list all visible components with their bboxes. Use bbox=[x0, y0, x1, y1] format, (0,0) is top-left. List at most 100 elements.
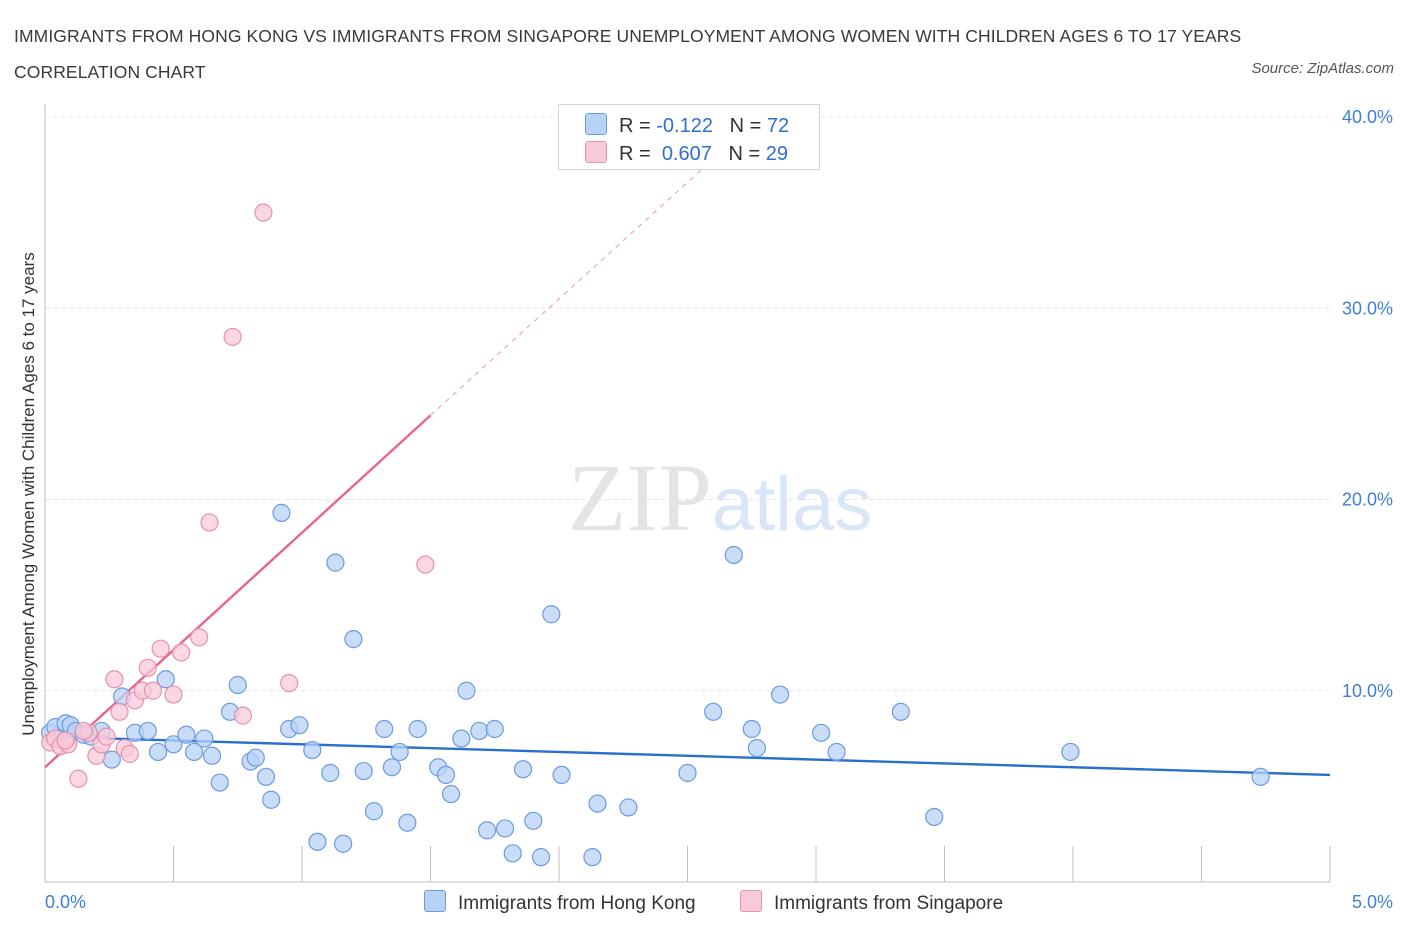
stats-legend-hk-row: R = -0.122 N = 72 bbox=[585, 113, 789, 139]
x-tick-label: 5.0% bbox=[1352, 892, 1393, 912]
data-points bbox=[41, 203, 1270, 867]
grid-lines bbox=[45, 116, 1330, 692]
hk-point bbox=[308, 832, 327, 851]
sg-point bbox=[110, 702, 129, 721]
sg-point bbox=[416, 555, 435, 574]
sg-point bbox=[172, 643, 191, 662]
sg-point bbox=[190, 628, 209, 647]
hk-point bbox=[148, 742, 168, 762]
legend-item-hk: Immigrants from Hong Kong bbox=[424, 890, 696, 915]
hk-point bbox=[156, 670, 175, 689]
sg-r-label: R = bbox=[619, 143, 651, 165]
hk-point bbox=[138, 721, 157, 741]
hk-point bbox=[542, 605, 561, 624]
hk-point bbox=[524, 811, 543, 830]
trend-lines bbox=[44, 158, 1331, 777]
hk-trend-line bbox=[44, 735, 1331, 777]
legend-sg-swatch bbox=[740, 890, 762, 912]
sg-point bbox=[105, 670, 124, 689]
y-axis-label: Unemployment Among Women with Children A… bbox=[19, 252, 38, 736]
sg-n-label: N = bbox=[728, 143, 761, 165]
y-tick-label: 30.0% bbox=[1342, 298, 1393, 318]
legend-item-sg: Immigrants from Singapore bbox=[740, 890, 1003, 915]
hk-point bbox=[246, 748, 265, 767]
hk-point bbox=[398, 813, 417, 832]
hk-r-label: R = bbox=[619, 115, 651, 137]
legend-hk-swatch bbox=[424, 890, 446, 912]
hk-point bbox=[495, 819, 515, 838]
legend-hk-label: Immigrants from Hong Kong bbox=[458, 893, 696, 914]
source-label: Source: ZipAtlas.com bbox=[1251, 60, 1394, 77]
hk-point bbox=[457, 681, 476, 700]
hk-point bbox=[303, 740, 322, 760]
sg-point bbox=[280, 673, 299, 693]
hk-point bbox=[334, 834, 353, 853]
axes bbox=[44, 104, 1331, 883]
hk-point bbox=[812, 723, 831, 742]
hk-point bbox=[326, 553, 345, 572]
sg-point bbox=[138, 658, 157, 677]
hk-point bbox=[202, 746, 222, 765]
hk-point bbox=[321, 763, 340, 783]
hk-point bbox=[364, 802, 384, 821]
stats-legend: R = -0.122 N = 72 R = 0.607 N = 29 bbox=[558, 104, 820, 170]
sg-r-value: 0.607 bbox=[661, 143, 712, 165]
hk-n-label: N = bbox=[729, 115, 762, 137]
hk-point bbox=[503, 844, 522, 863]
hk-point bbox=[678, 763, 697, 783]
hk-point bbox=[436, 765, 456, 785]
y-tick-label: 20.0% bbox=[1342, 490, 1393, 510]
hk-point bbox=[390, 742, 409, 762]
hk-point bbox=[164, 735, 183, 754]
sg-point bbox=[254, 203, 273, 222]
hk-point bbox=[742, 719, 761, 739]
stats-legend-sg-row: R = 0.607 N = 29 bbox=[585, 141, 788, 167]
hk-r-value: -0.122 bbox=[656, 115, 713, 137]
sg-point bbox=[56, 731, 75, 750]
hk-point bbox=[747, 739, 766, 758]
sg-point bbox=[151, 639, 170, 658]
y-tick-label: 40.0% bbox=[1342, 107, 1393, 127]
hk-point bbox=[552, 765, 571, 785]
hk-point bbox=[195, 729, 214, 748]
chart-title: IMMIGRANTS FROM HONG KONG VS IMMIGRANTS … bbox=[14, 26, 1242, 82]
hk-n-value: 72 bbox=[766, 115, 790, 137]
sg-trend-extension bbox=[430, 158, 714, 416]
hk-point bbox=[382, 758, 402, 777]
legend-sg-label: Immigrants from Singapore bbox=[774, 893, 1004, 914]
hk-point bbox=[177, 725, 196, 744]
hk-point bbox=[827, 742, 846, 762]
hk-point bbox=[441, 784, 461, 804]
hk-point bbox=[228, 675, 247, 695]
hk-swatch bbox=[585, 113, 607, 135]
hk-point bbox=[1061, 742, 1080, 762]
hk-point bbox=[925, 807, 944, 827]
hk-point bbox=[210, 773, 229, 792]
hk-point bbox=[770, 685, 790, 704]
x-tick-label: 0.0% bbox=[45, 892, 86, 912]
sg-point bbox=[200, 513, 219, 532]
hk-point bbox=[485, 719, 504, 739]
sg-point bbox=[143, 681, 163, 700]
hk-point bbox=[452, 729, 471, 748]
hk-point bbox=[891, 702, 910, 721]
hk-point bbox=[588, 794, 607, 813]
hk-point bbox=[262, 790, 281, 809]
hk-point bbox=[583, 848, 602, 867]
hk-point bbox=[531, 848, 551, 867]
sg-point bbox=[97, 727, 116, 746]
hk-point bbox=[619, 798, 638, 817]
sg-point bbox=[223, 327, 242, 347]
hk-point bbox=[513, 760, 533, 779]
sg-trend-line bbox=[44, 414, 432, 769]
hk-point bbox=[470, 721, 489, 741]
tick-labels: 10.0% 20.0% 30.0% 40.0% 0.0% 5.0% bbox=[45, 107, 1393, 912]
hk-point bbox=[184, 742, 204, 762]
hk-point bbox=[704, 702, 723, 721]
sg-point bbox=[164, 685, 183, 704]
sg-point bbox=[74, 721, 93, 741]
y-tick-label: 10.0% bbox=[1342, 681, 1393, 701]
sg-n-value: 29 bbox=[765, 143, 789, 165]
hk-point bbox=[272, 503, 291, 522]
